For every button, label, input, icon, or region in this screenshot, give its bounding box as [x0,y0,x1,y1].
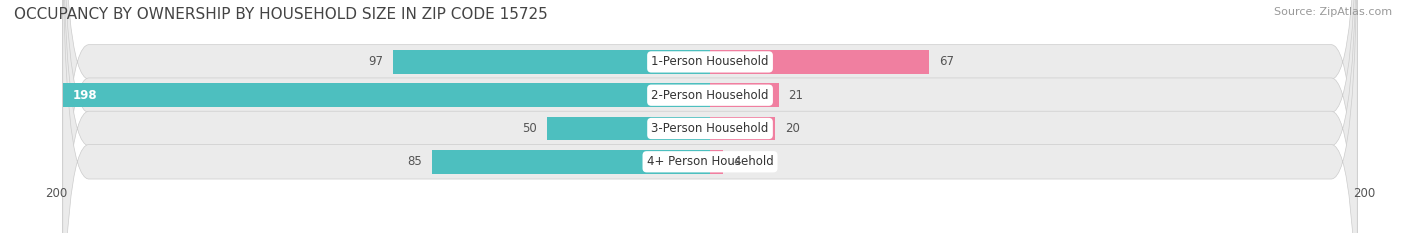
FancyBboxPatch shape [63,0,1357,233]
Text: 97: 97 [368,55,382,69]
Text: 2-Person Household: 2-Person Household [651,89,769,102]
Text: 50: 50 [522,122,537,135]
Text: 67: 67 [939,55,953,69]
FancyBboxPatch shape [63,0,1357,233]
Text: Source: ZipAtlas.com: Source: ZipAtlas.com [1274,7,1392,17]
Text: 4+ Person Household: 4+ Person Household [647,155,773,168]
Text: 1-Person Household: 1-Person Household [651,55,769,69]
Legend: Owner-occupied, Renter-occupied: Owner-occupied, Renter-occupied [582,230,838,233]
Bar [432,150,710,174]
Bar [392,50,710,74]
Bar [710,83,779,107]
Bar [63,83,710,107]
Bar [710,50,929,74]
Bar [547,116,710,140]
Text: 198: 198 [73,89,97,102]
Text: 3-Person Household: 3-Person Household [651,122,769,135]
Text: 85: 85 [408,155,422,168]
FancyBboxPatch shape [63,0,1357,233]
Bar [710,116,776,140]
FancyBboxPatch shape [63,0,1357,233]
Text: OCCUPANCY BY OWNERSHIP BY HOUSEHOLD SIZE IN ZIP CODE 15725: OCCUPANCY BY OWNERSHIP BY HOUSEHOLD SIZE… [14,7,548,22]
Bar [710,150,723,174]
Text: 21: 21 [789,89,803,102]
Text: 20: 20 [785,122,800,135]
Text: 4: 4 [733,155,741,168]
